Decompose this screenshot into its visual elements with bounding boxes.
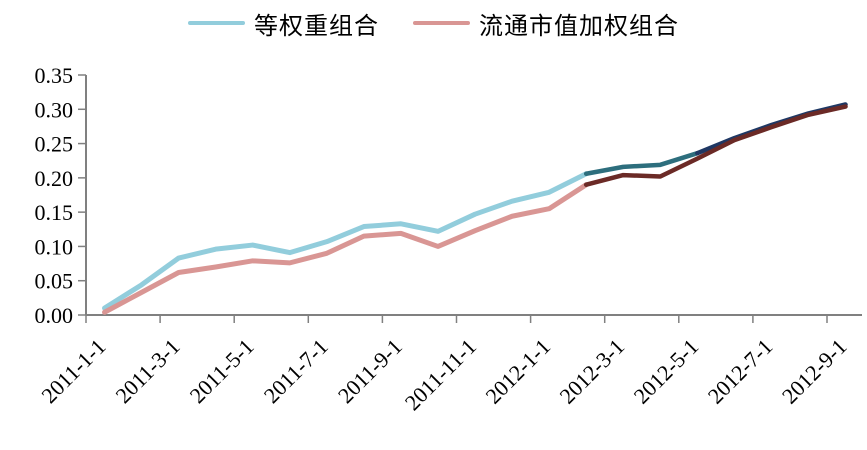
x-tick-label: 2011-5-1: [185, 334, 259, 408]
y-tick-label: 0.25: [35, 132, 74, 157]
legend-swatch-float-cap-weight-line: [413, 21, 470, 25]
y-tick-label: 0.20: [35, 166, 74, 191]
x-tick-label: 2011-7-1: [259, 334, 333, 408]
x-tick-label: 2012-5-1: [629, 334, 704, 409]
series-line-float-cap-weight: [102, 182, 589, 315]
series-line-equal-weight: [583, 150, 700, 176]
legend-label-equal-weight: 等权重组合: [254, 13, 379, 40]
series-line-equal-weight: [102, 171, 589, 311]
y-tick-label: 0.30: [35, 97, 74, 122]
x-tick-label: 2011-1-1: [36, 334, 110, 408]
y-tick-label: 0.00: [35, 303, 74, 328]
x-tick-label: 2012-9-1: [777, 334, 852, 409]
x-tick-label: 2012-1-1: [480, 334, 555, 409]
y-tick-label: 0.05: [35, 269, 74, 294]
y-tick-label: 0.10: [35, 234, 74, 259]
legend-item-equal-weight: 等权重组合: [188, 6, 379, 41]
x-tick-label: 2012-7-1: [703, 334, 778, 409]
series-line-float-cap-weight: [583, 104, 848, 187]
legend-label-float-cap-weight: 流通市值加权组合: [479, 13, 679, 40]
x-tick-label: 2011-9-1: [333, 334, 407, 408]
x-tick-label: 2011-3-1: [110, 334, 184, 408]
x-tick-label: 2012-3-1: [555, 334, 630, 409]
legend-swatch-equal-weight-line: [188, 21, 245, 25]
x-tick-label: 2011-11-1: [400, 334, 481, 415]
y-tick-label: 0.35: [35, 63, 74, 88]
y-tick-label: 0.15: [35, 200, 74, 225]
legend-item-float-cap-weight: 流通市值加权组合: [413, 6, 679, 41]
legend: 等权重组合 流通市值加权组合: [188, 6, 679, 40]
